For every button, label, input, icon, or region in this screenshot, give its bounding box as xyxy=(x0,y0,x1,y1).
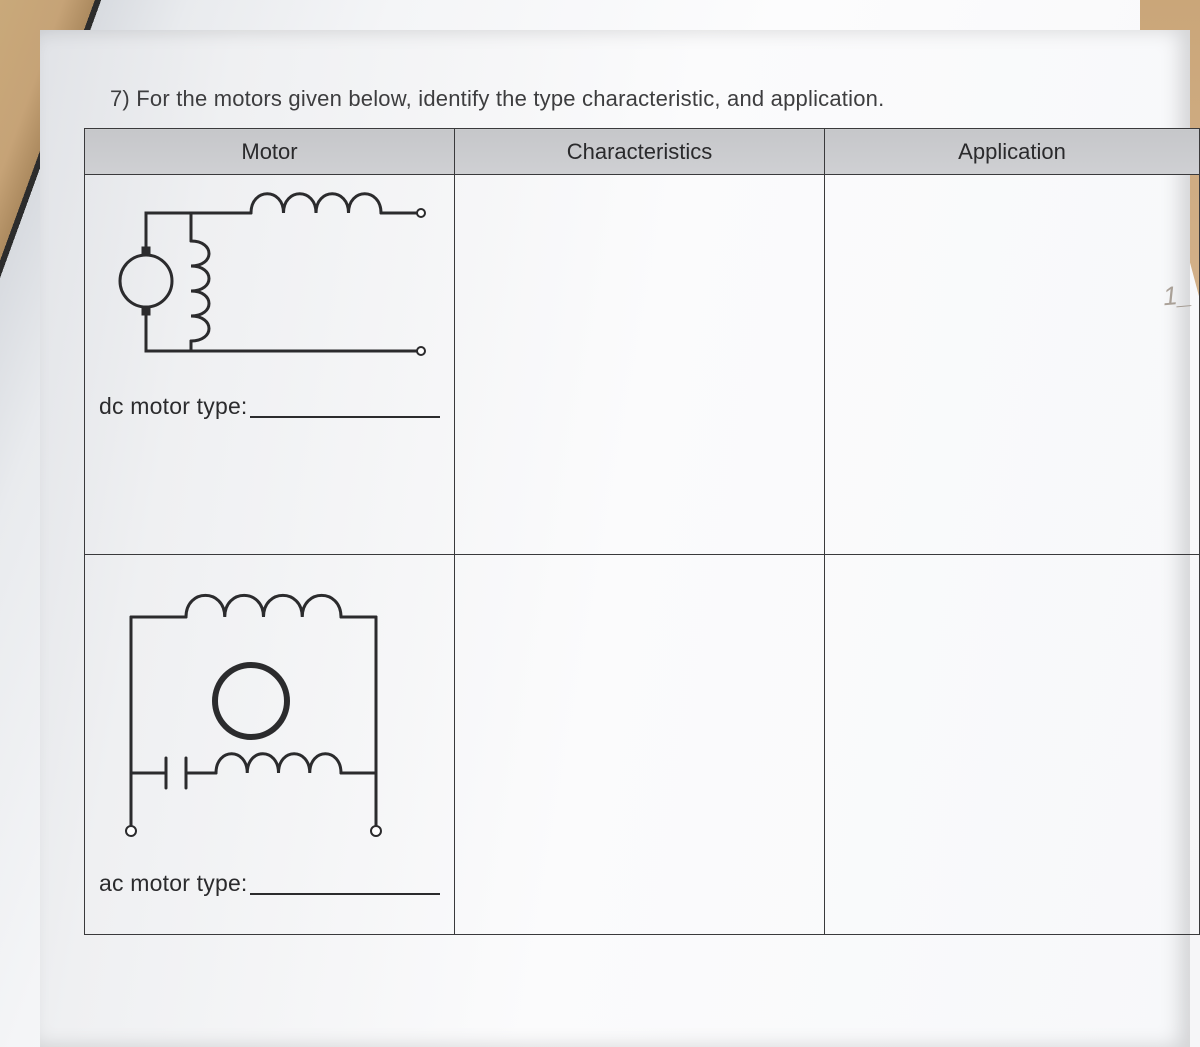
cell-application-ac xyxy=(825,555,1200,935)
question-number: 7) xyxy=(110,86,130,111)
dc-label-text: dc motor type: xyxy=(99,393,248,419)
dc-blank-line xyxy=(250,416,440,418)
worksheet-page: 7) For the motors given below, identify … xyxy=(40,30,1190,1047)
motor-table: Motor Characteristics Application dc xyxy=(84,128,1200,935)
col-header-motor: Motor xyxy=(85,129,455,175)
margin-handwriting: 1_ xyxy=(1162,279,1194,312)
cell-characteristics-dc xyxy=(455,175,825,555)
col-header-application: Application xyxy=(825,129,1200,175)
ac-label-text: ac motor type: xyxy=(99,870,248,896)
cell-motor-dc: dc motor type: xyxy=(85,175,455,555)
cell-motor-ac: ac motor type: xyxy=(85,555,455,935)
cell-application-dc xyxy=(825,175,1200,555)
table-row: dc motor type: xyxy=(85,175,1200,555)
ac-blank-line xyxy=(250,893,440,895)
dc-motor-type-label: dc motor type: xyxy=(99,393,440,420)
table-row: ac motor type: xyxy=(85,555,1200,935)
dc-motor-schematic xyxy=(91,181,441,381)
photo-scene: 7) For the motors given below, identify … xyxy=(0,0,1200,1047)
cell-characteristics-ac xyxy=(455,555,825,935)
question-text: For the motors given below, identify the… xyxy=(136,86,884,111)
ac-motor-type-label: ac motor type: xyxy=(99,870,440,897)
question-prompt: 7) For the motors given below, identify … xyxy=(110,86,884,112)
table-header-row: Motor Characteristics Application xyxy=(85,129,1200,175)
ac-motor-schematic xyxy=(91,561,441,861)
col-header-characteristics: Characteristics xyxy=(455,129,825,175)
